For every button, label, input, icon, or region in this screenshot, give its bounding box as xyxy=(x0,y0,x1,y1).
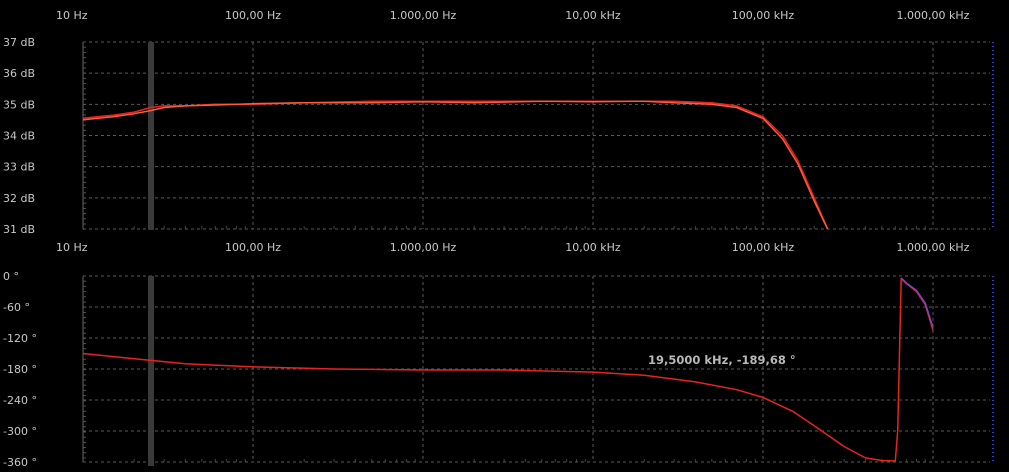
x-tick-label: 10,00 kHz xyxy=(565,241,621,254)
cursor-marker-bar xyxy=(148,276,154,466)
axis-labels: 10 Hz 100,00 Hz 1.000,00 Hz 10,00 kHz 100,00… xyxy=(3,9,970,469)
y-tick-label: -240 ° xyxy=(3,394,37,407)
y-tick-label: -180 ° xyxy=(3,363,37,376)
series-line xyxy=(82,100,829,230)
x-tick-label: 1.000,00 kHz xyxy=(897,9,970,22)
y-tick-label: -120 ° xyxy=(3,332,37,345)
x-tick-label: 100,00 Hz xyxy=(225,241,281,254)
y-tick-label: 36 dB xyxy=(3,67,35,80)
y-tick-label: -300 ° xyxy=(3,425,37,438)
x-tick-label: 1.000,00 Hz xyxy=(390,9,457,22)
y-tick-label: 31 dB xyxy=(3,223,35,236)
y-tick-label: -360 ° xyxy=(3,456,37,469)
x-tick-label: 1.000,00 Hz xyxy=(390,241,457,254)
phase-series xyxy=(82,277,934,462)
y-tick-label: 32 dB xyxy=(3,192,35,205)
y-tick-label: 37 dB xyxy=(3,36,35,49)
x-tick-label: 100,00 kHz xyxy=(732,241,795,254)
magnitude-series xyxy=(82,100,829,230)
x-tick-label: 10 Hz xyxy=(56,9,88,22)
y-tick-label: 34 dB xyxy=(3,130,35,143)
phase-grid xyxy=(82,275,994,463)
x-tick-label: 10,00 kHz xyxy=(565,9,621,22)
series-line xyxy=(900,277,934,328)
x-tick-label: 100,00 kHz xyxy=(732,9,795,22)
y-tick-label: -60 ° xyxy=(3,301,30,314)
cursor-readout: 19,5000 kHz, -189,68 ° xyxy=(648,353,796,367)
series-line xyxy=(82,100,829,230)
y-tick-label: 33 dB xyxy=(3,161,35,174)
x-tick-label: 10 Hz xyxy=(56,241,88,254)
y-tick-label: 35 dB xyxy=(3,98,35,111)
x-tick-label: 1.000,00 kHz xyxy=(897,241,970,254)
x-tick-label: 100,00 Hz xyxy=(225,9,281,22)
cursor-marker-bar xyxy=(148,42,154,230)
y-tick-label: 0 ° xyxy=(3,270,19,283)
